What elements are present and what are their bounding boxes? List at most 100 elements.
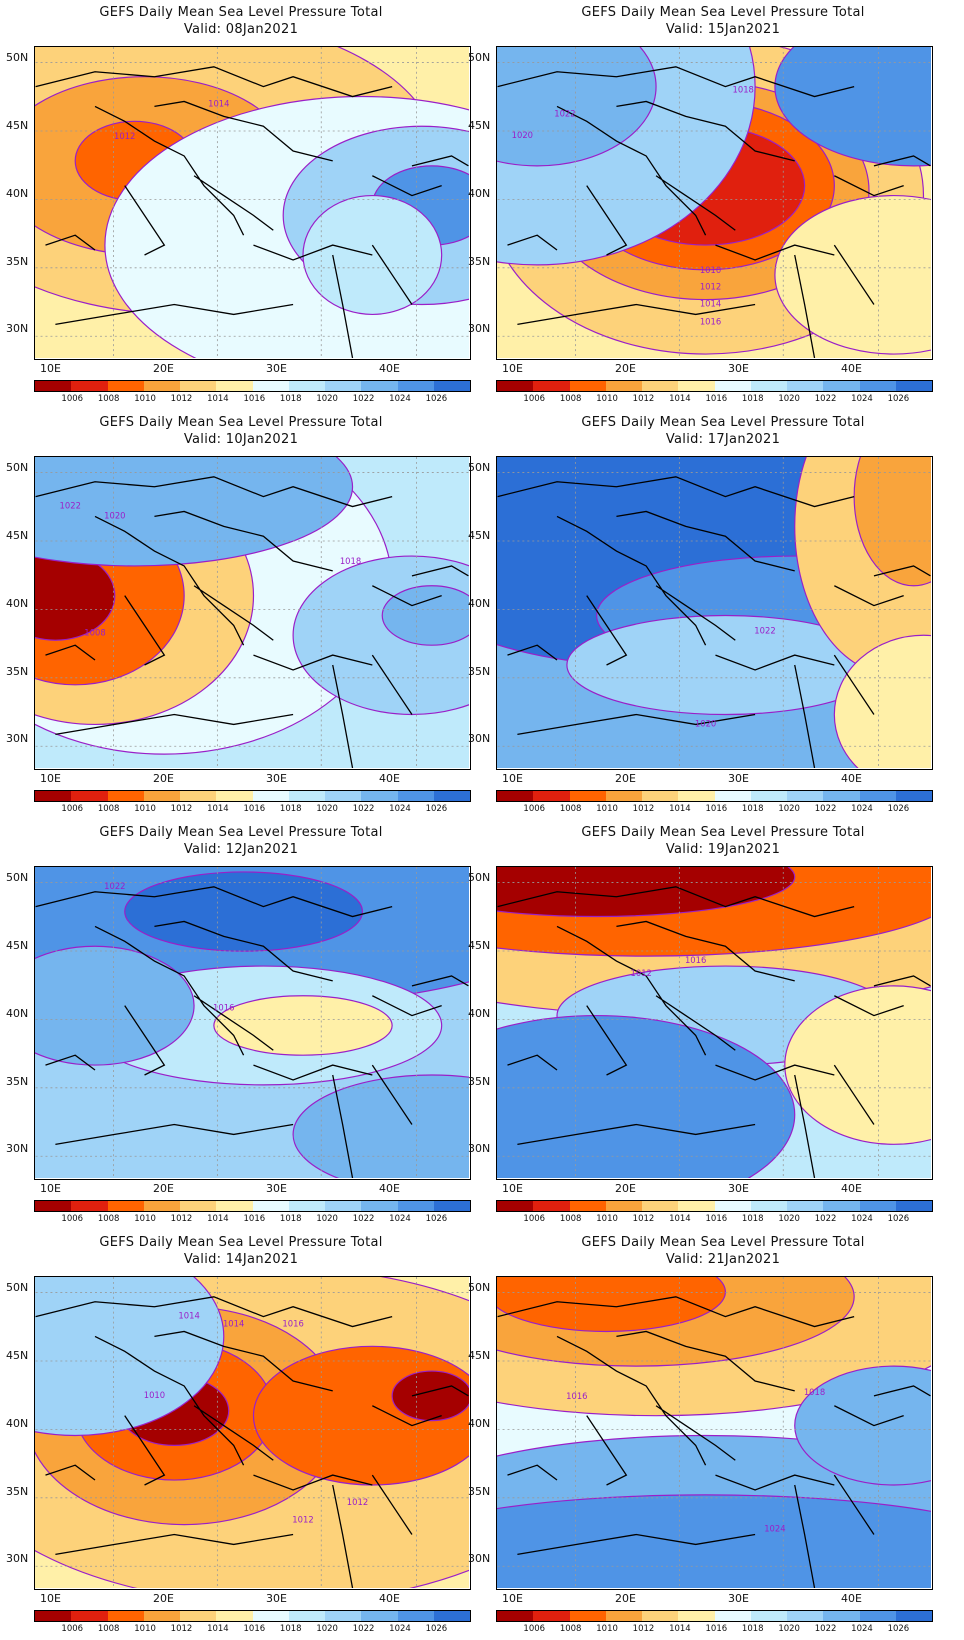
pressure-map: 1022 1020 [496,456,933,770]
colorbar-swatch [678,1201,715,1211]
colorbar-swatch [787,791,824,801]
colorbar-swatch [678,381,715,391]
lon-label: 40E [379,1182,400,1195]
lat-label: 50N [468,461,491,474]
colorbar-swatch [433,1201,470,1211]
lon-label: 40E [841,772,862,785]
colorbar-label: 1024 [389,1624,411,1634]
colorbar-label: 1010 [134,1214,156,1224]
isobar-region [774,194,931,355]
isobar-label: 1012 [292,1515,313,1525]
colorbar-label: 1014 [669,804,691,814]
lat-label: 45N [6,939,29,952]
lon-label: 40E [379,772,400,785]
colorbar-swatch [569,1201,606,1211]
isobar-label: 1010 [144,1390,165,1400]
colorbar-label: 1014 [207,1214,229,1224]
colorbar-swatch [497,381,534,391]
lon-label: 20E [153,772,174,785]
pressure-field: 1022 1020 [497,457,931,768]
lat-label: 35N [468,665,491,678]
isobar-label: 1012 [630,968,651,978]
pressure-field: 1018 1022 1020 1010 1012 1014 1016 [497,47,931,358]
isobar-region [35,1277,225,1437]
colorbar-label: 1022 [352,1214,375,1224]
lat-label: 30N [468,322,491,335]
map-panel: GEFS Daily Mean Sea Level Pressure Total… [0,0,482,410]
colorbar-swatch [497,1611,534,1621]
colorbar-label: 1012 [632,1214,655,1224]
pressure-field: 1016 1018 1024 [497,1277,931,1588]
lon-label: 10E [40,1592,61,1605]
colorbar-swatch [252,381,289,391]
colorbar-swatch [252,791,289,801]
colorbar-swatch [361,1201,398,1211]
lat-label: 50N [6,1281,29,1294]
colorbar-swatch [533,1611,570,1621]
lat-label: 40N [468,187,491,200]
colorbar-swatch [895,1201,932,1211]
colorbar-label: 1012 [170,804,193,814]
panel-valid-date: Valid: 19Jan2021 [665,842,781,857]
isobar-region [391,1370,469,1422]
isobar-region [794,1365,931,1486]
colorbar-swatch [750,1611,787,1621]
isobar-label: 1008 [84,627,105,637]
colorbar-swatch [605,791,642,801]
colorbar-swatch [714,381,751,391]
colorbar-swatch [533,381,570,391]
colorbar-label: 1012 [632,804,655,814]
colorbar-label: 1018 [279,1214,302,1224]
lat-label: 45N [6,119,29,132]
isobar-label: 1022 [104,881,125,891]
colorbar-label: 1016 [243,1624,266,1634]
colorbar-label: 1020 [316,1624,338,1634]
colorbar-label: 1018 [279,1624,302,1634]
colorbar-label: 1020 [778,1624,800,1634]
colorbar-label: 1008 [97,1214,120,1224]
lon-label: 20E [615,772,636,785]
lon-label: 30E [728,1182,749,1195]
colorbar-label: 1022 [814,804,837,814]
colorbar-swatch [71,791,108,801]
colorbar [496,790,933,802]
colorbar-swatch [750,791,787,801]
colorbar-label: 1008 [559,1214,582,1224]
colorbar-swatch [859,791,896,801]
colorbar-label: 1020 [316,394,338,404]
colorbar-label: 1026 [887,394,910,404]
isobar-label: 1014 [223,1319,244,1329]
lon-label: 30E [266,362,287,375]
lon-label: 10E [40,1182,61,1195]
colorbar-swatch [252,1201,289,1211]
colorbar-swatch [71,1201,108,1211]
colorbar-label: 1024 [851,394,873,404]
colorbar-swatch [533,791,570,801]
country-borders [35,886,469,1178]
isobar-region [784,985,931,1145]
pressure-map: 1022 1016 [34,866,471,1180]
isobar-region [833,634,931,768]
colorbar-label: 1024 [851,804,873,814]
panel-title: GEFS Daily Mean Sea Level Pressure Total [581,1235,865,1250]
pressure-map: 1022 1020 1018 1008 [34,456,471,770]
lat-label: 30N [468,732,491,745]
colorbar-label: 1012 [632,1624,655,1634]
colorbar-swatch [180,1611,217,1621]
colorbar-swatch [497,791,534,801]
isobar-label: 1016 [700,316,721,326]
colorbar-swatch [216,1201,253,1211]
colorbar-label: 1016 [243,804,266,814]
country-borders [35,1296,469,1588]
colorbar-swatch [325,791,362,801]
colorbar-swatch [823,1201,860,1211]
colorbar-label: 1018 [741,1214,764,1224]
isobar-label: 1022 [60,501,81,511]
lon-label: 10E [502,1592,523,1605]
colorbar-label: 1010 [134,1624,156,1634]
isobar-region [774,47,931,167]
colorbar-swatch [859,1611,896,1621]
colorbar-label: 1006 [523,394,546,404]
lon-label: 40E [379,1592,400,1605]
isobar-label: 1012 [347,1497,368,1507]
